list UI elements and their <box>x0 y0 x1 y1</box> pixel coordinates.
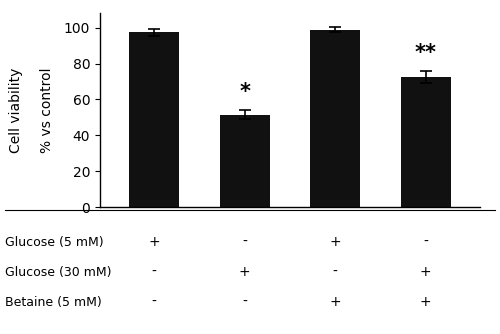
Text: -: - <box>424 235 428 249</box>
Text: *: * <box>240 82 250 102</box>
Text: +: + <box>330 235 341 249</box>
Bar <box>220 115 270 207</box>
Text: Cell viability: Cell viability <box>10 67 24 153</box>
Text: Glucose (5 mM): Glucose (5 mM) <box>5 236 103 248</box>
Text: **: ** <box>414 43 436 63</box>
Text: +: + <box>148 235 160 249</box>
Text: +: + <box>330 295 341 309</box>
Text: +: + <box>420 295 432 309</box>
Bar <box>130 32 179 207</box>
Bar <box>401 77 450 207</box>
Text: -: - <box>333 265 338 279</box>
Text: +: + <box>420 265 432 279</box>
Text: Glucose (30 mM): Glucose (30 mM) <box>5 266 112 279</box>
Text: -: - <box>242 295 247 309</box>
Bar <box>310 29 360 207</box>
Text: -: - <box>152 265 156 279</box>
Text: +: + <box>239 265 250 279</box>
Text: -: - <box>242 235 247 249</box>
Text: Betaine (5 mM): Betaine (5 mM) <box>5 296 102 309</box>
Text: -: - <box>152 295 156 309</box>
Text: % vs control: % vs control <box>40 67 54 153</box>
